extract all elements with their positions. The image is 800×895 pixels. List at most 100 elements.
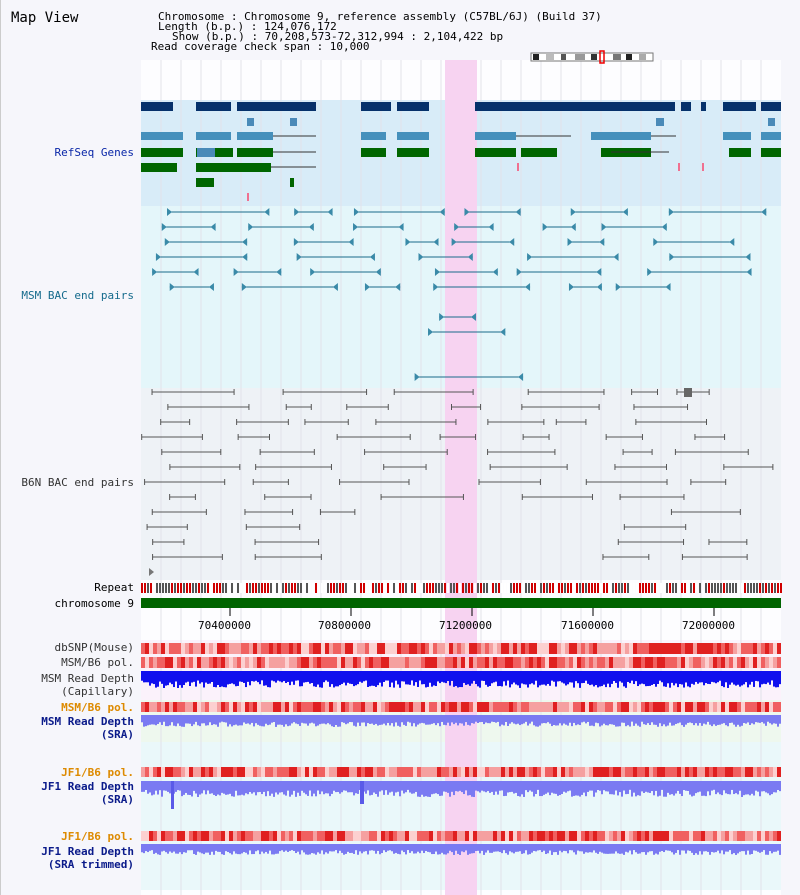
jf1-b6-polymorphism-2 (353, 831, 357, 841)
track-label-msm-b6-pol[interactable]: MSM/B6 pol. (61, 656, 134, 669)
track-label-jf1-pol-2[interactable]: JF1/B6 pol. (61, 830, 134, 843)
jf1-read-depth-sra (287, 781, 289, 791)
jf1-b6-polymorphism (521, 767, 525, 777)
jf1-read-depth-sra (765, 781, 767, 793)
track-label-jf1-pol[interactable]: JF1/B6 pol. (61, 766, 134, 779)
msm-bac-end (364, 283, 370, 291)
dbsnp-density (169, 643, 173, 654)
msm-read-depth-capillary (515, 671, 517, 685)
track-label-jf1-depth-sra[interactable]: JF1 Read Depth (41, 780, 134, 793)
msm-read-depth-sra (543, 715, 545, 724)
dbsnp-density (173, 643, 177, 654)
msm-read-depth-sra (481, 715, 483, 722)
jf1-read-depth-sra (529, 781, 531, 791)
jf1-read-depth-sra (411, 781, 413, 794)
msm-read-depth-sra (637, 715, 639, 726)
msm-read-depth-sra (651, 715, 653, 723)
msm-read-depth-capillary (145, 671, 147, 683)
msm-read-depth-capillary (291, 671, 293, 682)
track-label-refseq[interactable]: RefSeq Genes (54, 146, 134, 159)
repeat-element (330, 583, 332, 593)
msm-b6-polymorphism-2 (293, 702, 297, 712)
repeat-element (465, 583, 467, 593)
msm-read-depth-sra (365, 715, 367, 727)
jf1-b6-polymorphism (221, 767, 225, 777)
jf1-b6-polymorphism-2 (145, 831, 149, 841)
jf1-read-depth-sra (315, 781, 317, 797)
jf1-read-depth-trimmed (413, 844, 415, 854)
msm-b6-polymorphism-2 (405, 702, 409, 712)
track-label-msm-depth-sra[interactable]: MSM Read Depth (41, 715, 134, 728)
track-label-dbsnp[interactable]: dbSNP(Mouse) (54, 641, 134, 654)
jf1-read-depth-trimmed (305, 844, 307, 855)
msm-b6-polymorphism (597, 657, 601, 668)
jf1-b6-polymorphism-2 (357, 831, 361, 841)
msm-read-depth-capillary (211, 671, 213, 682)
jf1-read-depth-trimmed (427, 844, 429, 852)
refseq-transcript (591, 132, 651, 140)
jf1-b6-polymorphism (189, 767, 193, 777)
track-label-jf1-depth-trimmed[interactable]: JF1 Read Depth (41, 845, 134, 858)
msm-bac-end (500, 328, 506, 336)
jf1-read-depth-sra (531, 781, 533, 792)
dbsnp-density (577, 643, 581, 654)
repeat-element (765, 583, 767, 593)
jf1-b6-polymorphism-2 (365, 831, 369, 841)
msm-read-depth-sra (207, 715, 209, 726)
track-label-repeat[interactable]: Repeat (94, 581, 134, 594)
jf1-b6-polymorphism (389, 767, 393, 777)
jf1-read-depth-trimmed (481, 844, 483, 851)
jf1-b6-polymorphism-2 (297, 831, 301, 841)
jf1-read-depth-sra (581, 781, 583, 795)
jf1-read-depth-trimmed (607, 844, 609, 854)
dbsnp-density (509, 643, 513, 654)
msm-read-depth-capillary (561, 671, 563, 683)
jf1-read-depth-trimmed (297, 844, 299, 852)
jf1-b6-polymorphism-2 (261, 831, 265, 841)
jf1-b6-polymorphism-2 (189, 831, 193, 841)
dbsnp-density (329, 643, 333, 654)
jf1-read-depth-sra (633, 781, 635, 793)
jf1-read-depth-trimmed (621, 844, 623, 854)
repeat-element (561, 583, 563, 593)
msm-read-depth-capillary (511, 671, 513, 685)
msm-bac-end (509, 238, 515, 246)
msm-read-depth-sra (155, 715, 157, 726)
track-label-b6n-bac[interactable]: B6N BAC end pairs (21, 476, 134, 489)
msm-read-depth-sra (473, 715, 475, 724)
jf1-read-depth-trimmed (355, 844, 357, 851)
track-label-msm-depth-capillary[interactable]: MSM Read Depth (41, 672, 134, 685)
jf1-b6-polymorphism-2 (477, 831, 481, 841)
repeat-element (192, 583, 194, 593)
msm-read-depth-sra (215, 715, 217, 725)
msm-read-depth-sra (765, 715, 767, 726)
msm-read-depth-sra (549, 715, 551, 724)
msm-read-depth-sra (513, 715, 515, 724)
msm-b6-polymorphism (165, 657, 169, 668)
jf1-read-depth-sra (373, 781, 375, 793)
msm-read-depth-sra (405, 715, 407, 726)
jf1-read-depth-sra (425, 781, 427, 797)
dbsnp-density (709, 643, 713, 654)
msm-b6-polymorphism-2 (557, 702, 561, 712)
msm-b6-polymorphism-2 (593, 702, 597, 712)
dbsnp-density (677, 643, 681, 654)
msm-bac-end (454, 223, 460, 231)
jf1-b6-polymorphism-2 (493, 831, 497, 841)
jf1-read-depth-sra (235, 781, 237, 791)
msm-read-depth-capillary (331, 671, 333, 685)
jf1-read-depth-trimmed (705, 844, 707, 852)
jf1-read-depth-trimmed (191, 844, 193, 851)
track-label-msm-bac[interactable]: MSM BAC end pairs (21, 289, 134, 302)
track-label-msm-b6-pol-2[interactable]: MSM/B6 pol. (61, 701, 134, 714)
msm-b6-polymorphism (761, 657, 765, 668)
msm-read-depth-sra (697, 715, 699, 726)
msm-b6-polymorphism-2 (505, 702, 509, 712)
msm-read-depth-capillary (341, 671, 343, 684)
repeat-element (468, 583, 470, 593)
refseq-gene (361, 102, 391, 111)
jf1-b6-polymorphism (693, 767, 697, 777)
jf1-read-depth-sra (583, 781, 585, 793)
dbsnp-density (541, 643, 545, 654)
